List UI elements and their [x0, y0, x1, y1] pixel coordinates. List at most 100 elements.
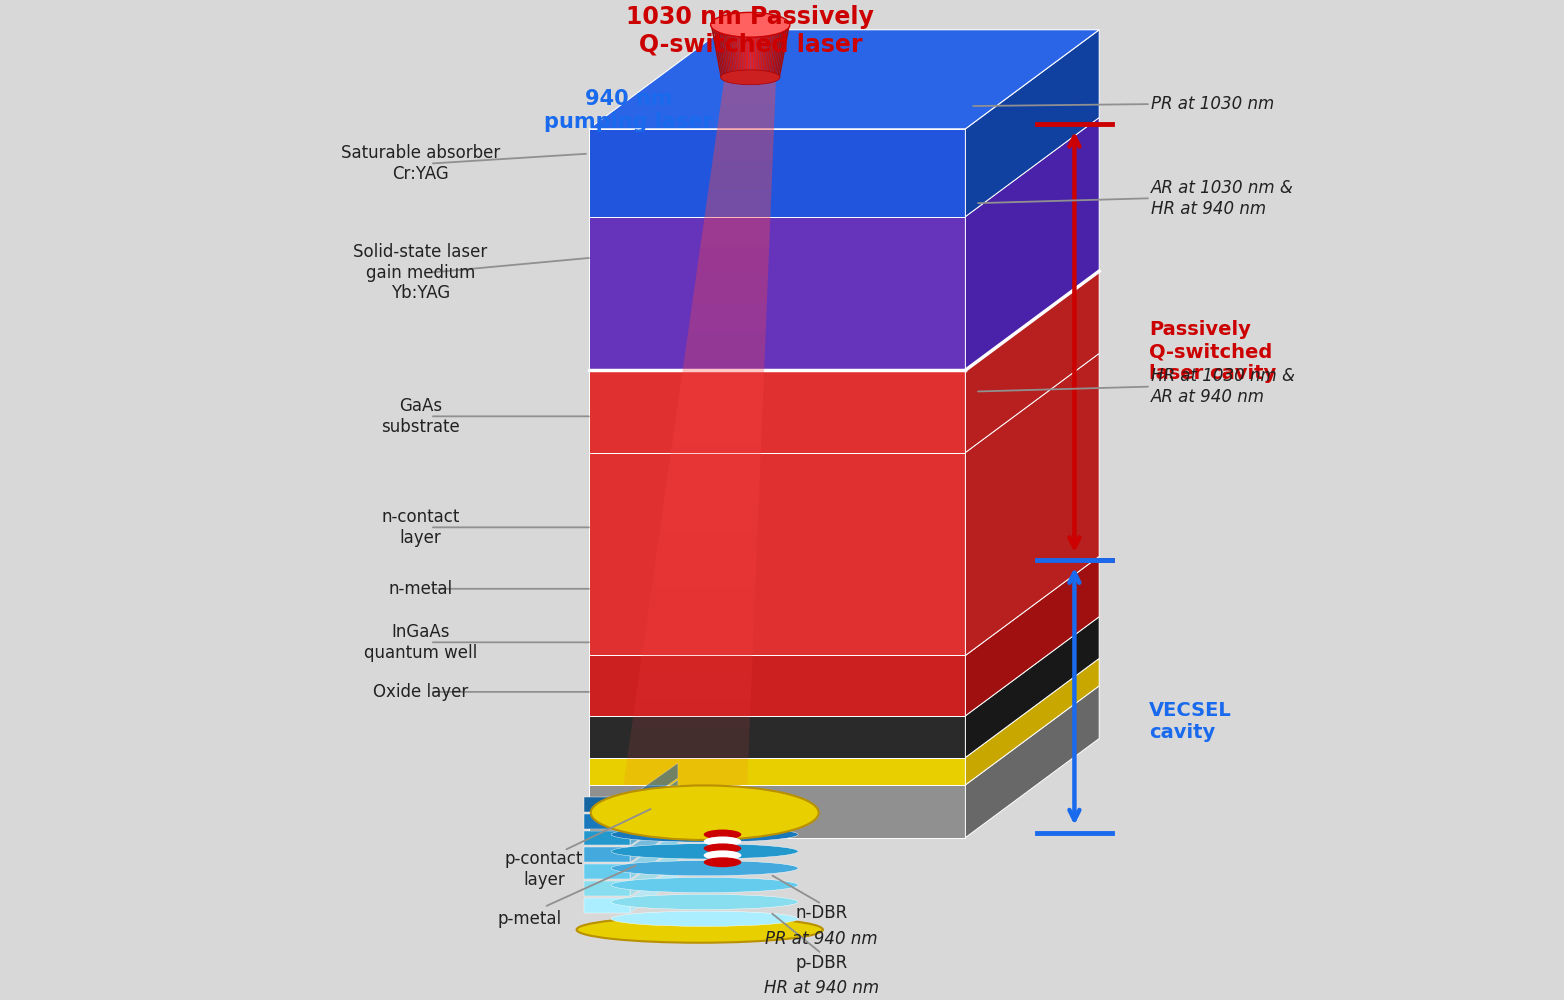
Ellipse shape — [612, 911, 798, 926]
Polygon shape — [776, 25, 787, 77]
Polygon shape — [766, 25, 774, 77]
Text: Saturable absorber
Cr:YAG: Saturable absorber Cr:YAG — [341, 144, 500, 183]
Polygon shape — [721, 77, 776, 106]
Polygon shape — [627, 728, 749, 757]
Polygon shape — [588, 655, 965, 716]
Polygon shape — [583, 898, 630, 913]
Text: n-contact
layer: n-contact layer — [382, 508, 460, 547]
Polygon shape — [630, 763, 677, 812]
Polygon shape — [724, 25, 732, 77]
Polygon shape — [965, 30, 1099, 217]
Polygon shape — [757, 25, 762, 77]
Polygon shape — [779, 25, 790, 77]
Polygon shape — [630, 864, 677, 913]
Polygon shape — [635, 672, 752, 700]
Polygon shape — [760, 25, 766, 77]
Polygon shape — [624, 757, 749, 785]
Polygon shape — [583, 814, 630, 829]
Polygon shape — [751, 25, 752, 77]
Ellipse shape — [591, 785, 818, 840]
Polygon shape — [630, 797, 677, 845]
Polygon shape — [647, 587, 755, 615]
Polygon shape — [583, 881, 630, 896]
Polygon shape — [738, 25, 743, 77]
Polygon shape — [630, 847, 677, 896]
Ellipse shape — [612, 894, 798, 910]
Polygon shape — [693, 275, 768, 304]
Ellipse shape — [612, 844, 798, 859]
Ellipse shape — [704, 857, 741, 867]
Text: AR at 1030 nm &
HR at 940 nm: AR at 1030 nm & HR at 940 nm — [1151, 179, 1293, 218]
Text: p-DBR: p-DBR — [796, 954, 848, 972]
Polygon shape — [588, 716, 965, 758]
Ellipse shape — [577, 917, 823, 943]
Polygon shape — [965, 658, 1099, 785]
Polygon shape — [583, 831, 630, 845]
Polygon shape — [640, 643, 752, 672]
Text: VECSEL
cavity: VECSEL cavity — [1150, 701, 1231, 742]
Polygon shape — [759, 25, 765, 77]
Polygon shape — [748, 25, 751, 77]
Text: 940 nm
pumping laser: 940 nm pumping laser — [544, 89, 713, 132]
Polygon shape — [965, 271, 1099, 453]
Text: HR at 1030 nm &
AR at 940 nm: HR at 1030 nm & AR at 940 nm — [1151, 367, 1295, 406]
Polygon shape — [729, 25, 735, 77]
Text: n-metal: n-metal — [388, 580, 452, 598]
Text: n-DBR: n-DBR — [796, 904, 848, 922]
Polygon shape — [583, 864, 630, 879]
Polygon shape — [630, 780, 677, 829]
Polygon shape — [588, 370, 965, 453]
Text: PR at 1030 nm: PR at 1030 nm — [1151, 95, 1275, 113]
Polygon shape — [588, 30, 1099, 129]
Polygon shape — [774, 25, 784, 77]
Polygon shape — [737, 25, 741, 77]
Polygon shape — [965, 686, 1099, 838]
Text: HR at 940 nm: HR at 940 nm — [765, 979, 879, 997]
Polygon shape — [755, 25, 759, 77]
Polygon shape — [762, 25, 768, 77]
Polygon shape — [768, 25, 776, 77]
Polygon shape — [583, 847, 630, 862]
Polygon shape — [769, 25, 777, 77]
Text: Oxide layer: Oxide layer — [372, 683, 468, 701]
Text: p-metal: p-metal — [497, 910, 561, 928]
Polygon shape — [588, 453, 965, 655]
Ellipse shape — [704, 843, 741, 853]
Polygon shape — [660, 502, 759, 530]
Polygon shape — [732, 25, 738, 77]
Polygon shape — [676, 389, 763, 417]
Polygon shape — [721, 25, 729, 77]
Polygon shape — [696, 247, 769, 275]
Polygon shape — [588, 217, 965, 370]
Text: PR at 940 nm: PR at 940 nm — [765, 930, 877, 948]
Polygon shape — [701, 219, 771, 247]
Polygon shape — [583, 797, 630, 812]
Polygon shape — [965, 353, 1099, 655]
Polygon shape — [718, 25, 727, 77]
Polygon shape — [712, 134, 774, 162]
Polygon shape — [965, 617, 1099, 758]
Polygon shape — [588, 129, 965, 217]
Ellipse shape — [612, 861, 798, 876]
Text: 1030 nm Passively
Q-switched laser: 1030 nm Passively Q-switched laser — [626, 5, 874, 57]
Polygon shape — [752, 25, 754, 77]
Ellipse shape — [612, 877, 798, 893]
Text: Solid-state laser
gain medium
Yb:YAG: Solid-state laser gain medium Yb:YAG — [353, 243, 488, 302]
Polygon shape — [746, 25, 749, 77]
Polygon shape — [744, 25, 748, 77]
Polygon shape — [688, 304, 766, 332]
Polygon shape — [708, 162, 773, 191]
Polygon shape — [630, 831, 677, 879]
Polygon shape — [730, 25, 737, 77]
Polygon shape — [757, 25, 760, 77]
Polygon shape — [765, 25, 773, 77]
Ellipse shape — [704, 836, 741, 846]
Polygon shape — [668, 445, 762, 474]
Ellipse shape — [612, 810, 798, 825]
Polygon shape — [644, 615, 754, 643]
Polygon shape — [588, 785, 965, 838]
Polygon shape — [727, 25, 734, 77]
Ellipse shape — [721, 70, 780, 85]
Polygon shape — [771, 25, 780, 77]
Polygon shape — [743, 25, 746, 77]
